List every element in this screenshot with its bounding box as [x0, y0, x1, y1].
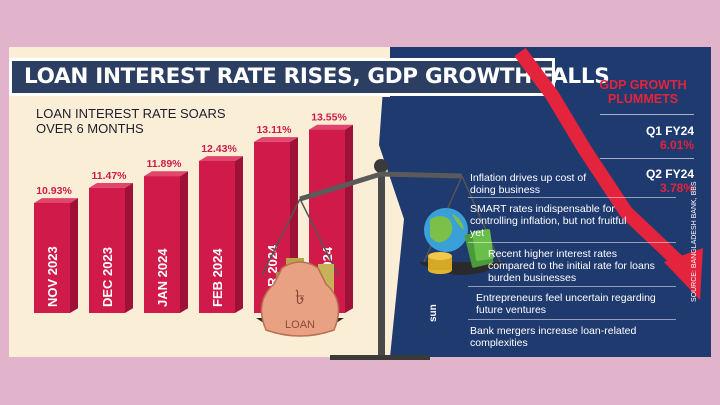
gdp-divider: [600, 114, 694, 115]
point-item: Inflation drives up cost of doing busine…: [470, 172, 587, 196]
chart-title: LOAN INTEREST RATE SOARS OVER 6 MONTHS: [36, 106, 226, 136]
point-item: Recent higher interest rates compared to…: [488, 248, 655, 284]
point-divider: [468, 197, 676, 198]
point-divider: [468, 286, 676, 287]
point-divider: [468, 319, 676, 320]
gdp-divider: [600, 158, 694, 159]
title-banner: LOAN INTEREST RATE RISES, GDP GROWTH FAL…: [9, 58, 610, 96]
point-item: Entrepreneurs feel uncertain regarding f…: [476, 292, 656, 316]
publisher-logo: sun: [428, 304, 439, 322]
point-divider: [468, 242, 676, 243]
gdp-label-q1: Q1 FY24: [645, 124, 694, 138]
main-title: LOAN INTEREST RATE RISES, GDP GROWTH FAL…: [24, 64, 610, 89]
source-note: SOURCE: BANGLADESH BANK, BBS: [691, 181, 698, 302]
gdp-value-q2: 3.78%: [659, 181, 694, 195]
point-item: Bank mergers increase loan-related compl…: [470, 325, 637, 349]
gdp-value-q1: 6.01%: [659, 138, 694, 152]
gdp-label-q2: Q2 FY24: [645, 167, 694, 181]
gdp-title: GDP GROWTH PLUMMETS: [599, 78, 687, 106]
point-item: SMART rates indispensable for controllin…: [470, 203, 627, 239]
